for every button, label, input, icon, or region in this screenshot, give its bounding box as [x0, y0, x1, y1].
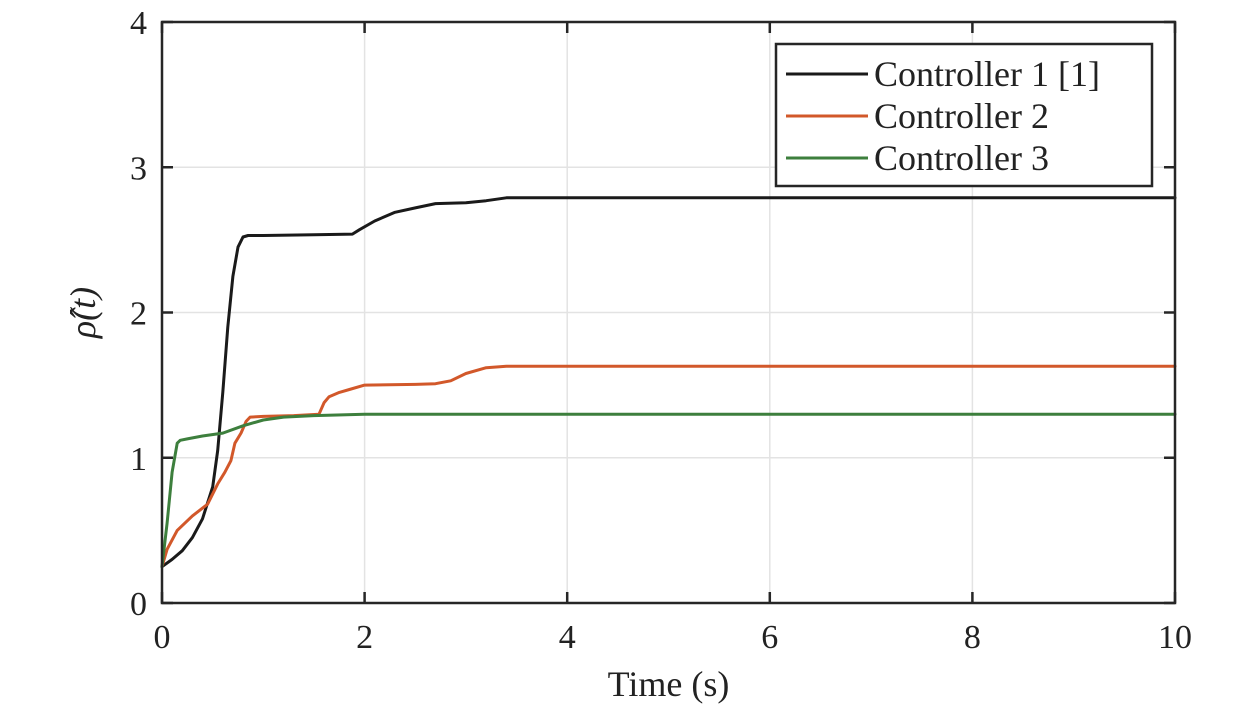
x-axis-label: Time (s) [608, 664, 730, 704]
x-tick-label: 2 [356, 619, 373, 656]
y-tick-label: 2 [130, 296, 147, 333]
tick-marks [160, 20, 1177, 605]
x-tick-label: 6 [761, 619, 778, 656]
series-line-controller-3 [160, 412, 1177, 569]
y-tick-label: 0 [130, 586, 147, 623]
y-tick-label: 1 [130, 441, 147, 478]
legend-label: Controller 2 [874, 96, 1049, 136]
series-layer [160, 196, 1177, 569]
series-line-controller-1 [160, 196, 1177, 569]
y-tick-label: 3 [130, 150, 147, 187]
legend-label: Controller 1 [1] [874, 54, 1100, 94]
x-tick-label: 8 [964, 619, 981, 656]
x-tick-label: 4 [559, 619, 576, 656]
y-tick-label: 4 [130, 5, 147, 42]
series-line-controller-2 [160, 364, 1177, 569]
x-tick-label: 10 [1158, 619, 1192, 656]
tick-labels: 0 2 4 6 8 10 0 1 2 3 4 [130, 5, 1192, 656]
legend-label: Controller 3 [874, 138, 1049, 178]
x-tick-label: 0 [154, 619, 171, 656]
y-axis-label: ρ̂(t) [63, 287, 103, 339]
